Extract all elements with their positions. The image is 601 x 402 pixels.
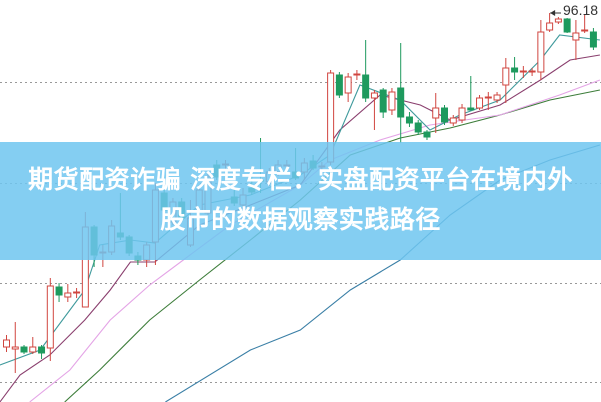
candle-body [362, 74, 370, 99]
candle-body [502, 67, 510, 86]
banner-title: 期货配资诈骗 深度专栏：实盘配资平台在境内外 股市的数据观察实践路径 [0, 160, 601, 240]
candle [554, 17, 562, 24]
candle-body [537, 31, 545, 73]
candle [379, 88, 387, 118]
candle-body [55, 286, 63, 296]
candle [353, 70, 361, 80]
candle [46, 278, 54, 361]
candle [370, 90, 378, 130]
candle [563, 18, 571, 33]
candle-body [519, 70, 527, 73]
high-price-label: 96.18 [563, 2, 599, 18]
candle-body [528, 70, 536, 73]
candle [581, 15, 589, 33]
candle [502, 58, 510, 103]
candle [519, 66, 527, 78]
candle-body [29, 346, 37, 353]
candle-body [344, 76, 352, 94]
candle-body [3, 339, 10, 348]
candle [484, 92, 492, 110]
candle-body [379, 89, 387, 113]
candle-body [423, 131, 431, 138]
candle [55, 283, 63, 302]
banner-title-line1: 期货配资诈骗 深度专栏：实盘配资平台在境内外 [28, 165, 573, 194]
candle [397, 43, 405, 143]
candle-body [441, 107, 448, 123]
candle-body [458, 107, 466, 121]
candle [546, 13, 554, 32]
candle [432, 93, 440, 133]
candle [38, 345, 46, 359]
candle-body [38, 346, 46, 354]
candle-body [572, 32, 580, 41]
candle [537, 20, 545, 80]
candle-body [484, 96, 492, 99]
candle-body [353, 73, 361, 76]
candle [29, 337, 37, 354]
candle [344, 73, 352, 102]
candle-body [397, 87, 405, 118]
high-marker-arrow [550, 10, 561, 16]
candle [476, 95, 484, 110]
candle [20, 345, 28, 354]
candle-body [73, 291, 81, 294]
candle-body [589, 31, 597, 48]
candle-body [511, 67, 519, 73]
candle [64, 284, 72, 302]
candle [405, 112, 413, 127]
candle [388, 88, 396, 115]
candle [449, 115, 457, 126]
candle [528, 68, 536, 76]
candle [414, 120, 422, 135]
candle [362, 40, 370, 102]
candle [511, 57, 519, 80]
candle-body [432, 107, 440, 119]
candle-body [370, 92, 378, 99]
candle-body [467, 107, 475, 111]
candle [423, 130, 431, 140]
candle-body [414, 122, 422, 133]
candle [335, 72, 343, 98]
title-banner [0, 142, 601, 260]
candle-body [563, 18, 571, 33]
candle-body [64, 292, 72, 298]
arrow-left-icon [550, 10, 556, 16]
candle-body [20, 346, 28, 353]
candle-body [46, 285, 54, 349]
candle [467, 76, 475, 111]
candle-body [449, 117, 457, 124]
candle [3, 335, 10, 352]
candle-body [476, 97, 484, 109]
candle [441, 105, 448, 125]
candle-body [554, 18, 562, 23]
candle [11, 322, 19, 373]
candle [458, 104, 466, 123]
candle-body [388, 91, 396, 111]
candle-body [493, 94, 501, 101]
candle-body [546, 22, 554, 31]
candle [572, 20, 580, 60]
candle [493, 92, 501, 103]
candle-body [11, 346, 19, 350]
candle-body [335, 74, 343, 96]
candles [3, 13, 597, 373]
candle [589, 28, 597, 50]
candle-body [581, 29, 589, 32]
candle [73, 288, 81, 298]
candle-body [405, 116, 413, 124]
banner-title-line2: 股市的数据观察实践路径 [160, 205, 441, 234]
